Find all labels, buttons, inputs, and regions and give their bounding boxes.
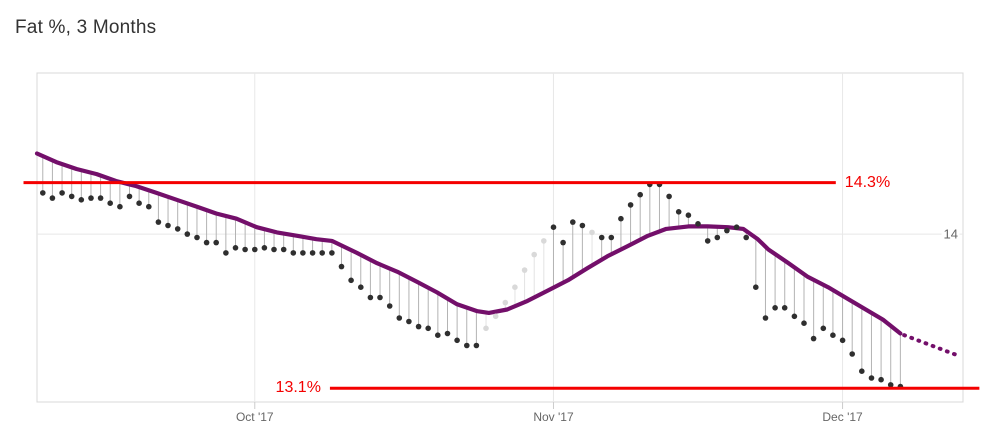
data-point[interactable]: [367, 294, 374, 301]
data-point[interactable]: [859, 368, 865, 375]
chart-title: Fat %, 3 Months: [15, 17, 157, 38]
data-point[interactable]: [781, 305, 788, 311]
data-point[interactable]: [213, 239, 219, 246]
data-point[interactable]: [136, 200, 142, 206]
data-point[interactable]: [319, 250, 326, 256]
data-point[interactable]: [849, 351, 855, 357]
data-point[interactable]: [348, 277, 354, 284]
data-point[interactable]: [512, 284, 518, 291]
data-point[interactable]: [868, 375, 875, 381]
data-point[interactable]: [733, 224, 740, 230]
data-point[interactable]: [290, 250, 297, 256]
data-point[interactable]: [666, 193, 672, 200]
data-point[interactable]: [618, 215, 624, 222]
data-point[interactable]: [483, 325, 489, 332]
x-axis-label-dec: Dec '17: [822, 410, 863, 424]
data-point[interactable]: [155, 219, 162, 225]
data-point[interactable]: [541, 238, 547, 244]
data-point[interactable]: [637, 191, 643, 198]
data-point[interactable]: [107, 200, 113, 206]
data-point[interactable]: [560, 239, 566, 246]
data-point[interactable]: [695, 221, 701, 227]
data-point[interactable]: [521, 267, 528, 273]
data-point[interactable]: [223, 250, 229, 256]
data-point[interactable]: [839, 337, 846, 344]
data-point[interactable]: [570, 219, 576, 225]
data-point[interactable]: [271, 246, 277, 253]
data-point[interactable]: [40, 190, 46, 196]
data-point[interactable]: [589, 229, 595, 236]
data-point[interactable]: [830, 332, 836, 339]
data-point[interactable]: [753, 284, 759, 291]
data-point[interactable]: [329, 250, 335, 256]
data-point[interactable]: [194, 234, 200, 241]
data-point[interactable]: [406, 318, 412, 325]
data-point[interactable]: [550, 224, 557, 230]
data-point[interactable]: [598, 234, 605, 241]
data-point[interactable]: [68, 193, 75, 200]
data-point[interactable]: [146, 203, 152, 210]
data-point[interactable]: [415, 323, 422, 330]
data-point[interactable]: [78, 197, 85, 203]
data-point[interactable]: [280, 246, 287, 253]
data-point[interactable]: [887, 382, 894, 388]
data-point[interactable]: [203, 239, 210, 246]
data-point[interactable]: [184, 231, 191, 237]
data-point[interactable]: [338, 263, 345, 270]
data-point[interactable]: [49, 195, 56, 201]
data-point[interactable]: [801, 320, 807, 327]
x-axis-label-oct: Oct '17: [235, 410, 274, 424]
data-point[interactable]: [743, 234, 749, 241]
max-annotation-label: 14.3%: [844, 173, 891, 191]
data-point[interactable]: [117, 203, 123, 210]
data-point[interactable]: [762, 315, 769, 321]
data-point[interactable]: [165, 222, 171, 229]
data-point[interactable]: [88, 195, 94, 201]
data-point[interactable]: [232, 245, 239, 251]
data-point[interactable]: [386, 303, 393, 309]
data-point[interactable]: [878, 376, 884, 383]
y-axis-label-14: 14: [941, 226, 960, 242]
x-axis-label-nov: Nov '17: [533, 410, 574, 424]
data-point[interactable]: [608, 234, 615, 241]
data-point[interactable]: [242, 246, 248, 253]
data-point[interactable]: [261, 245, 268, 251]
data-point[interactable]: [309, 250, 316, 256]
data-point[interactable]: [531, 251, 537, 258]
data-point[interactable]: [502, 299, 509, 306]
data-point[interactable]: [492, 313, 499, 320]
data-point[interactable]: [810, 335, 817, 342]
data-point[interactable]: [425, 325, 432, 332]
data-point[interactable]: [396, 315, 403, 321]
data-point[interactable]: [704, 238, 711, 244]
data-point[interactable]: [791, 313, 798, 320]
data-point[interactable]: [454, 337, 460, 344]
data-point[interactable]: [435, 332, 441, 339]
data-point[interactable]: [473, 342, 480, 349]
data-point[interactable]: [358, 284, 364, 291]
trend-line[interactable]: [34, 151, 903, 336]
data-point[interactable]: [126, 193, 133, 200]
data-point[interactable]: [724, 227, 730, 234]
data-point[interactable]: [772, 305, 778, 311]
data-point[interactable]: [714, 234, 721, 241]
data-point[interactable]: [627, 202, 634, 208]
data-point[interactable]: [59, 190, 65, 196]
data-point[interactable]: [820, 325, 827, 332]
data-point[interactable]: [444, 330, 451, 337]
data-point[interactable]: [300, 250, 306, 256]
data-point[interactable]: [675, 209, 682, 215]
min-annotation-label: 13.1%: [275, 379, 321, 397]
projection-line: [902, 333, 959, 357]
data-point[interactable]: [252, 246, 258, 253]
data-point[interactable]: [685, 212, 692, 218]
data-point[interactable]: [174, 226, 181, 232]
data-point[interactable]: [579, 222, 586, 229]
plot-border: [36, 72, 964, 403]
data-point[interactable]: [377, 294, 383, 301]
data-point[interactable]: [464, 342, 470, 349]
data-point[interactable]: [97, 195, 104, 201]
